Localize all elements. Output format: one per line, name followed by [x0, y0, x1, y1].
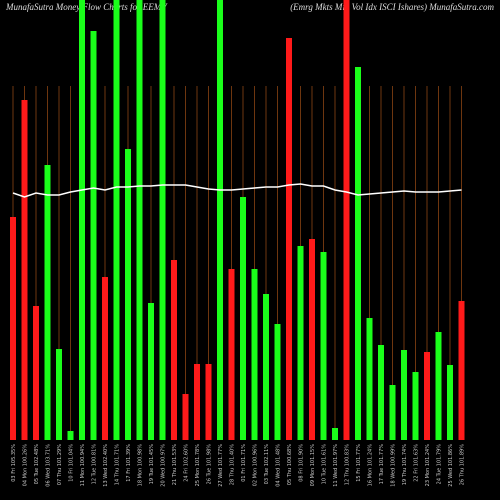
x-tick-label: 25 Wed 101.86% — [448, 444, 454, 487]
x-tick-label: 27 Wed 101.77% — [218, 444, 224, 487]
x-tick-label: 14 Thu 101.71% — [115, 444, 121, 485]
x-tick-label: 15 Fri 101.77% — [356, 444, 362, 482]
chart-subtitle: (Emrg Mkts Min Vol Idx ISCI Ishares) Mun… — [290, 2, 494, 12]
bar — [90, 31, 97, 440]
bar — [205, 364, 212, 440]
bar — [159, 0, 166, 440]
bar — [251, 269, 258, 440]
x-tick-label: 21 Thu 101.53% — [172, 444, 178, 485]
x-tick-label: 05 Thu 100.68% — [287, 444, 293, 485]
bar — [458, 301, 465, 440]
x-tick-label: 26 Tue 101.98% — [207, 444, 213, 485]
bar — [355, 67, 361, 440]
x-tick-label: 24 Fri 102.60% — [184, 444, 190, 482]
x-tick-label: 25 Mon 101.78% — [195, 444, 201, 487]
bar — [44, 165, 51, 440]
bar — [136, 0, 143, 440]
bar — [412, 372, 419, 440]
bar — [263, 294, 269, 440]
x-tick-label: 18 Wed 100.99% — [391, 444, 397, 487]
bar — [113, 0, 120, 440]
x-tick-label: 11 Wed 101.97% — [333, 444, 339, 487]
bar — [309, 239, 315, 440]
bar — [171, 260, 177, 440]
x-tick-label: 28 Thu 101.40% — [230, 444, 236, 485]
x-tick-label: 05 Tue 102.48% — [34, 444, 40, 485]
x-tick-label: 26 Thu 101.89% — [460, 444, 466, 485]
x-tick-label: 08 Fri 101.90% — [299, 444, 305, 482]
x-tick-label: 09 Mon 101.15% — [310, 444, 316, 487]
bar — [274, 324, 281, 440]
bar — [447, 365, 453, 440]
bar — [435, 332, 442, 440]
x-tick-label: 12 Tue 100.81% — [92, 444, 98, 485]
x-tick-label: 01 Fri 101.71% — [241, 444, 247, 482]
line — [12, 183, 462, 198]
x-tick-label: 17 Fri 101.39% — [126, 444, 132, 482]
x-tick-label: 12 Thu 100.83% — [345, 444, 351, 485]
x-tick-label: 04 Wed 101.48% — [276, 444, 282, 487]
x-tick-label: 22 Fri 101.63% — [414, 444, 420, 482]
x-tick-label: 10 Tue 101.61% — [322, 444, 328, 485]
bar — [424, 352, 430, 440]
bar — [240, 197, 246, 440]
x-tick-label: 07 Thu 101.29% — [57, 444, 63, 485]
bar — [148, 303, 154, 440]
x-tick-label: 03 Tue 102.11% — [264, 444, 270, 485]
x-tick-label: 13 Wed 102.40% — [103, 444, 109, 487]
x-tick-label: 06 Wed 103.71% — [46, 444, 52, 487]
x-tick-label: 19 Thu 101.74% — [402, 444, 408, 485]
x-tick-label: 18 Mon 100.98% — [138, 444, 144, 487]
x-tick-label: 16 Mon 101.24% — [368, 444, 374, 487]
bar — [182, 394, 189, 440]
x-tick-label: 10 Fri 101.04% — [69, 444, 75, 482]
bar — [67, 431, 74, 440]
x-tick-label: 24 Tue 101.79% — [437, 444, 443, 485]
bar — [10, 217, 16, 440]
x-tick-label: 17 Tue 101.77% — [379, 444, 385, 485]
x-tick-label: 19 Tue 101.45% — [149, 444, 155, 485]
x-tick-label: 20 Wed 100.97% — [161, 444, 167, 487]
x-tick-label: 02 Mon 100.96% — [253, 444, 259, 487]
bar — [389, 385, 396, 440]
x-tick-label: 23 Mon 101.24% — [425, 444, 431, 487]
bar — [286, 38, 292, 440]
bar — [401, 350, 407, 440]
bar — [21, 100, 28, 440]
x-tick-label: 11 Mon 100.94% — [80, 444, 86, 487]
x-tick-label: 03 Fri 105.35% — [11, 444, 17, 482]
bar — [194, 364, 200, 440]
bar — [228, 269, 235, 440]
chart-title: MunafaSutra Money Flow Charts for EEMV — [5, 2, 168, 12]
bar — [33, 306, 39, 440]
bar — [343, 0, 350, 440]
bar — [56, 349, 62, 440]
bar — [79, 0, 85, 440]
bar — [297, 246, 304, 440]
bar — [320, 252, 327, 440]
x-tick-label: 04 Mon 100.26% — [23, 444, 29, 487]
bar — [102, 277, 108, 440]
bar — [378, 345, 384, 440]
bar — [217, 0, 223, 440]
bar — [125, 149, 131, 440]
bar — [366, 318, 373, 440]
bar — [332, 428, 338, 440]
